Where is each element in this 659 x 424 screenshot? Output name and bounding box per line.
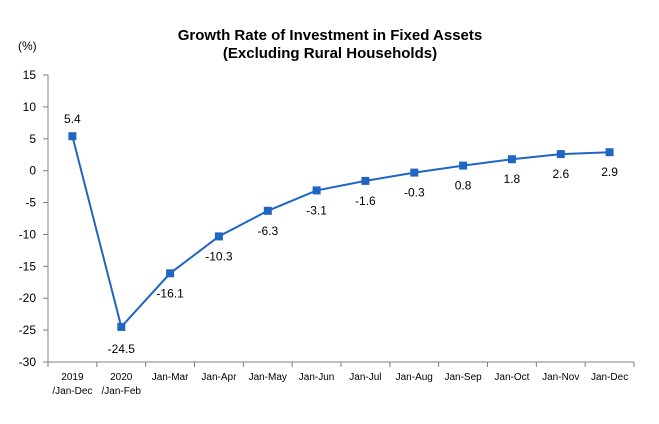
data-point-marker bbox=[214, 232, 223, 241]
y-tick-label: 15 bbox=[23, 68, 37, 82]
x-tick-label: Jan-Aug bbox=[396, 372, 433, 383]
data-point-marker bbox=[410, 168, 419, 177]
data-point-marker bbox=[605, 148, 614, 157]
x-tick-label: Jan-Dec bbox=[591, 372, 628, 383]
chart-title: Growth Rate of Investment in Fixed Asset… bbox=[177, 27, 483, 44]
data-label: -1.6 bbox=[355, 194, 376, 208]
data-label: -16.1 bbox=[156, 286, 184, 300]
data-label: 0.8 bbox=[455, 179, 472, 193]
data-label: 1.8 bbox=[504, 172, 521, 186]
data-point-marker bbox=[166, 269, 175, 278]
x-tick-label: Jan-Jun bbox=[299, 372, 335, 383]
x-tick-label: 2019 bbox=[61, 372, 84, 383]
x-tick-label: Jan-Mar bbox=[152, 372, 189, 383]
data-label: -3.1 bbox=[306, 203, 327, 217]
data-label: 2.9 bbox=[601, 165, 618, 179]
y-tick-label: 5 bbox=[29, 132, 36, 146]
data-point-marker bbox=[361, 176, 370, 185]
axes bbox=[43, 74, 635, 367]
data-point-marker bbox=[263, 206, 272, 215]
y-tick-label: -15 bbox=[19, 259, 37, 273]
data-label: 2.6 bbox=[552, 167, 569, 181]
data-point-marker bbox=[459, 161, 468, 170]
data-point-marker bbox=[507, 155, 516, 164]
x-tick-label: Jan-May bbox=[249, 372, 287, 383]
x-tick-label: Jan-Oct bbox=[494, 372, 529, 383]
data-point-marker bbox=[312, 186, 321, 195]
y-tick-label: -25 bbox=[19, 323, 37, 337]
x-tick-label: Jan-Apr bbox=[201, 372, 237, 383]
data-point-marker bbox=[68, 132, 77, 141]
chart-subtitle: (Excluding Rural Households) bbox=[222, 45, 438, 62]
data-label: -10.3 bbox=[205, 249, 233, 263]
y-tick-label: -20 bbox=[19, 291, 37, 305]
y-tick-label: -10 bbox=[19, 227, 37, 241]
x-tick-label: 2020 bbox=[110, 372, 133, 383]
data-label: -6.3 bbox=[257, 224, 278, 238]
data-label: 5.4 bbox=[64, 112, 81, 126]
y-axis-unit-label: (%) bbox=[18, 39, 37, 53]
y-tick-label: 10 bbox=[23, 100, 37, 114]
x-tick-label: /Jan-Feb bbox=[102, 386, 142, 397]
data-labels: 5.4 -24.5 -16.1 -10.3 -6.3 -3.1 -1.6 -0.3 0.8 1.8… bbox=[64, 112, 618, 356]
data-label: -24.5 bbox=[108, 342, 136, 356]
x-tick-label: Jan-Jul bbox=[349, 372, 381, 383]
x-tick-label: /Jan-Dec bbox=[52, 386, 92, 397]
y-tick-labels: 15 10 5 0 -5 -10 -15 -20 -25 -30 bbox=[19, 68, 37, 369]
series-group bbox=[68, 132, 614, 331]
data-point-marker bbox=[117, 322, 126, 331]
x-tick-label: Jan-Nov bbox=[542, 372, 579, 383]
y-tick-label: 0 bbox=[29, 164, 36, 178]
data-label: -0.3 bbox=[404, 186, 425, 200]
series-line bbox=[71, 135, 610, 329]
y-tick-label: -5 bbox=[25, 196, 36, 210]
y-tick-label: -30 bbox=[19, 355, 37, 369]
x-tick-labels: 2019/Jan-Dec 2020/Jan-Feb Jan-Mar Jan-Apr Ja… bbox=[52, 372, 628, 397]
x-tick-label: Jan-Sep bbox=[444, 372, 482, 383]
data-point-marker bbox=[556, 150, 565, 159]
